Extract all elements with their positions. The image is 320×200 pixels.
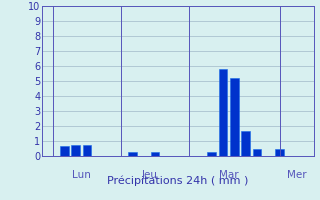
Bar — [83, 145, 91, 156]
Text: Lun: Lun — [72, 170, 91, 180]
X-axis label: Précipitations 24h ( mm ): Précipitations 24h ( mm ) — [107, 175, 248, 186]
Text: Mar: Mar — [219, 170, 238, 180]
Bar — [71, 145, 80, 156]
Bar — [207, 152, 216, 156]
Bar — [275, 149, 284, 156]
Bar — [230, 78, 238, 156]
Text: Jeu: Jeu — [141, 170, 157, 180]
Bar — [128, 152, 137, 156]
Bar — [151, 152, 159, 156]
Text: Mer: Mer — [287, 170, 307, 180]
Bar — [219, 69, 227, 156]
Bar — [60, 146, 68, 156]
Bar — [253, 149, 261, 156]
Bar — [241, 131, 250, 156]
